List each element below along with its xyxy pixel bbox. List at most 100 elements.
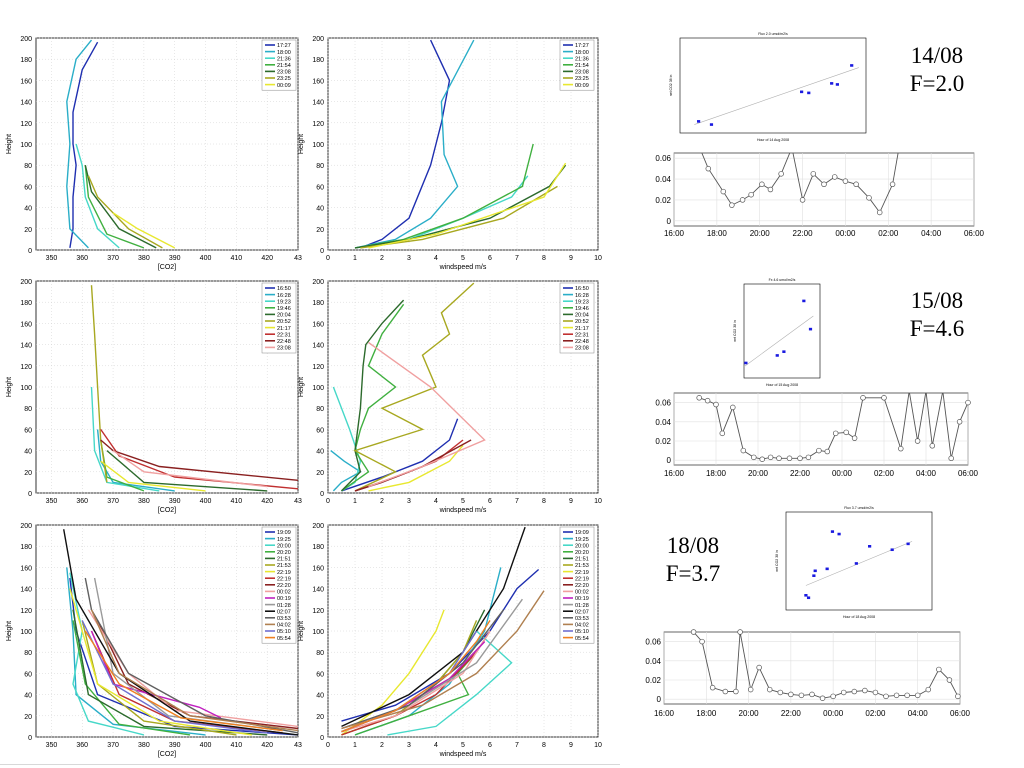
legend-entry: 16:28: [277, 293, 291, 299]
x-tick-label: 22:00: [793, 229, 814, 238]
legend-entry: 20:00: [277, 543, 291, 549]
legend-entry: 16:28: [575, 293, 589, 299]
series-line-2136: [75, 143, 120, 249]
x-tick-label: 6: [488, 255, 492, 262]
y-tick-label: 180: [20, 300, 32, 307]
y-tick-label: 80: [24, 406, 32, 413]
data-marker: [946, 677, 953, 683]
legend-entry: 20:00: [575, 543, 589, 549]
y-tick-label: 160: [312, 78, 324, 85]
legend-entry: 18:00: [277, 50, 291, 56]
legend-entry: 22:48: [575, 339, 589, 345]
data-marker: [786, 455, 793, 462]
x-tick-label: 22:00: [790, 469, 811, 478]
legend-entry: 23:08: [575, 70, 589, 76]
factor-text: F=4.6: [909, 316, 965, 341]
y-tick-label: 120: [20, 608, 32, 615]
x-tick-label: 9: [569, 255, 573, 262]
scatter-point: [709, 123, 714, 126]
legend-entry: 02:07: [575, 609, 589, 615]
legend-entry: 16:50: [575, 286, 589, 292]
divider-line: [0, 764, 620, 765]
scatter-x-label: Hour of 15 Aug 2008: [766, 383, 798, 387]
x-axis-label: windspeed m/s: [439, 751, 487, 758]
x-axis-label: windspeed m/s: [439, 507, 487, 514]
y-tick-label: 140: [312, 343, 324, 350]
data-marker: [862, 687, 868, 694]
legend-entry: 05:54: [575, 636, 589, 642]
plot-area: [785, 511, 933, 611]
x-tick-label: 1: [353, 742, 357, 749]
data-marker: [832, 430, 839, 437]
legend-entry: 00:02: [575, 590, 589, 596]
scatter-y-label: net CO2 38 in: [669, 75, 673, 97]
y-tick-label: 0.04: [655, 418, 671, 427]
scatter-title: Flux 2.0 umol/m2/s: [758, 32, 788, 36]
y-tick-label: 40: [316, 693, 324, 700]
x-tick-label: 6: [488, 742, 492, 749]
x-tick-label: 370: [107, 742, 119, 749]
y-tick-label: 120: [312, 364, 324, 371]
data-marker: [956, 419, 963, 425]
x-tick-label: 6: [488, 498, 492, 505]
series-line-1650: [341, 418, 459, 492]
y-tick-label: 0: [667, 217, 672, 226]
data-marker: [819, 695, 826, 701]
x-tick-label: 380: [138, 255, 150, 262]
data-marker: [756, 664, 762, 671]
scatter-point: [868, 545, 872, 548]
legend-entry: 01:28: [575, 603, 589, 609]
y-tick-label: 60: [24, 184, 32, 191]
x-tick-label: 8: [542, 498, 546, 505]
timeseries-chart-2: 0 0.02 0.04 0.06 16:00 18:00 20:00 22:00 00:00 02…: [655, 392, 979, 478]
legend-entry: 03:53: [277, 616, 291, 622]
y-tick-label: 100: [312, 629, 324, 636]
data-marker: [704, 397, 711, 404]
x-tick-label: 1: [353, 255, 357, 262]
data-marker: [810, 171, 817, 177]
legend-entry: 19:46: [277, 306, 291, 312]
x-tick-label: 18:00: [696, 709, 717, 718]
series-line-2219: [341, 609, 445, 736]
legend-entry: 21:54: [575, 63, 589, 69]
data-marker: [777, 689, 784, 696]
data-marker: [898, 445, 904, 452]
x-tick-label: 420: [261, 742, 273, 749]
scatter-title: Fx 4.6 umol/m2/s: [769, 278, 796, 282]
date-label-14-08: 14/08 F=2.0: [900, 42, 974, 98]
data-marker: [713, 401, 719, 408]
y-tick-label: 160: [312, 321, 324, 328]
x-tick-label: 400: [200, 255, 212, 262]
legend-entry: 16:50: [277, 286, 291, 292]
data-marker: [788, 691, 794, 698]
data-marker: [872, 689, 879, 696]
y-axis-label: Height: [298, 621, 305, 641]
x-tick-label: 20:00: [739, 709, 760, 718]
x-tick-label: 400: [200, 498, 212, 505]
factor-text: F=2.0: [909, 71, 965, 96]
plot-area: [673, 152, 975, 227]
legend-entry: 22:20: [277, 583, 291, 589]
data-marker: [767, 454, 774, 461]
y-tick-label: 0: [28, 491, 32, 498]
y-tick-label: 80: [316, 406, 324, 413]
series-line-2308: [84, 165, 157, 249]
x-tick-label: 7: [515, 498, 519, 505]
x-tick-label: 02:00: [874, 469, 895, 478]
x-tick-label: 390: [169, 742, 181, 749]
series-line-0554: [84, 630, 283, 732]
y-tick-label: 80: [316, 163, 324, 170]
x-tick-label: 350: [46, 498, 58, 505]
series-line-2052: [353, 282, 475, 492]
series-line-0009: [368, 162, 567, 249]
x-tick-label: 16:00: [664, 229, 685, 238]
data-marker: [751, 454, 757, 461]
x-tick-label: 420: [261, 498, 273, 505]
data-marker: [860, 395, 866, 401]
y-tick-label: 40: [24, 206, 32, 213]
series-line-1800: [354, 39, 475, 249]
scatter-point: [825, 567, 829, 571]
data-marker: [729, 202, 735, 208]
series-line-2000: [387, 630, 513, 736]
